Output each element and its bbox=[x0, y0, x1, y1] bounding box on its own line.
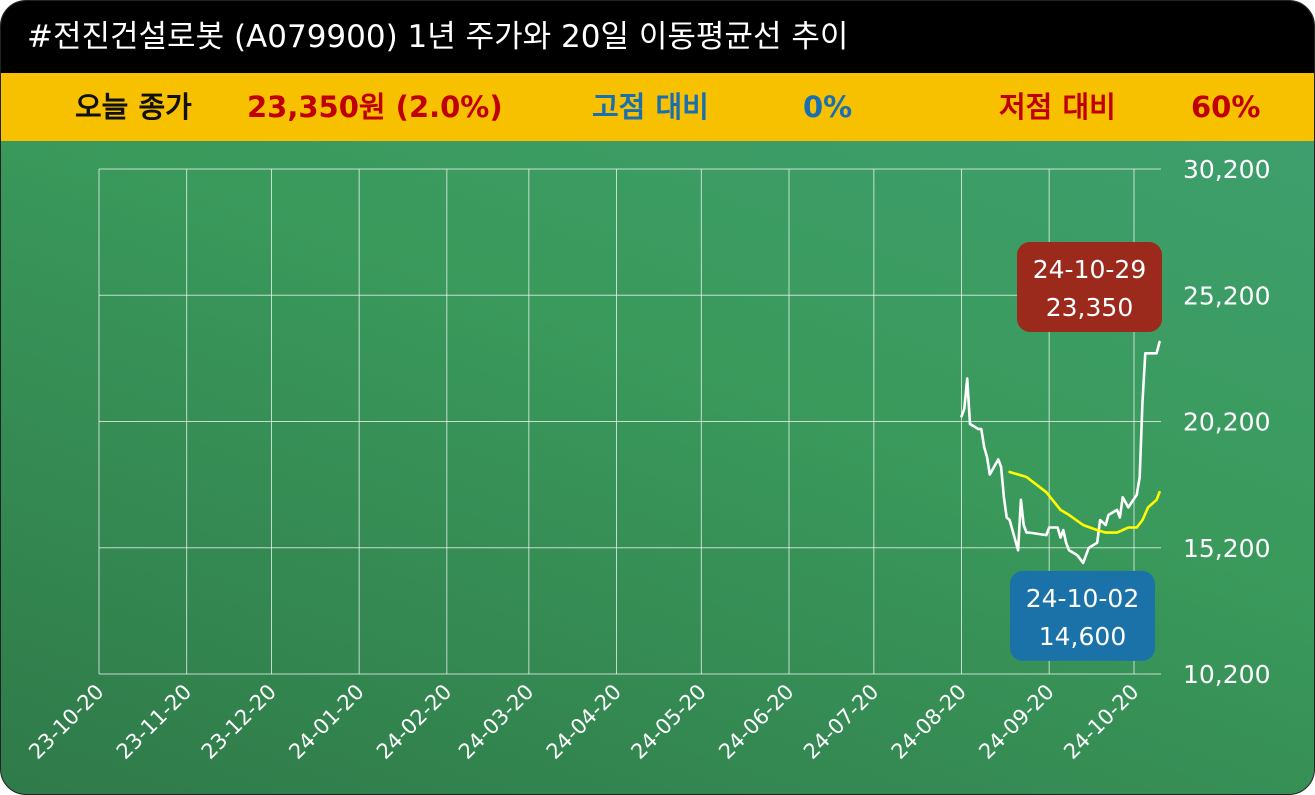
high-callout-value: 23,350 bbox=[1046, 293, 1133, 322]
low-label: 저점 대비 bbox=[999, 90, 1116, 124]
x-tick-label: 24-02-20 bbox=[372, 680, 456, 764]
moving-average-line bbox=[1008, 470, 1161, 534]
y-tick-label: 15,200 bbox=[1183, 534, 1270, 563]
high-label: 고점 대비 bbox=[592, 90, 709, 124]
x-tick-label: 23-12-20 bbox=[197, 680, 281, 764]
close-value: 23,350원 (2.0%) bbox=[247, 90, 503, 124]
y-tick-label: 30,200 bbox=[1183, 155, 1270, 184]
x-tick-label: 24-05-20 bbox=[626, 680, 710, 764]
low-callout-date: 24-10-02 bbox=[1026, 584, 1139, 613]
summary-bar: 오늘 종가 23,350원 (2.0%) 고점 대비 0% 저점 대비 60% bbox=[1, 73, 1314, 141]
series-layer bbox=[960, 340, 1161, 565]
x-tick-label: 24-01-20 bbox=[284, 680, 368, 764]
x-tick-label: 23-11-20 bbox=[112, 680, 196, 764]
x-tick-label: 24-08-20 bbox=[887, 680, 971, 764]
x-tick-label: 24-03-20 bbox=[454, 680, 538, 764]
x-tick-label: 24-09-20 bbox=[974, 680, 1058, 764]
y-tick-label: 25,200 bbox=[1183, 281, 1270, 310]
low-callout-box bbox=[1010, 570, 1155, 661]
x-tick-label: 23-10-20 bbox=[24, 680, 108, 764]
high-callout-box bbox=[1017, 241, 1162, 332]
y-axis-ticks: 10,200 15,200 20,200 25,200 30,200 bbox=[1183, 155, 1270, 689]
low-callout: 24-10-02 14,600 bbox=[1010, 570, 1155, 661]
high-callout-date: 24-10-29 bbox=[1033, 255, 1146, 284]
x-tick-label: 24-10-20 bbox=[1059, 680, 1143, 764]
callouts: 24-10-29 23,350 24-10-02 14,600 bbox=[1010, 241, 1162, 661]
close-label: 오늘 종가 bbox=[75, 90, 192, 124]
price-line bbox=[960, 340, 1161, 565]
y-tick-label: 20,200 bbox=[1183, 408, 1270, 437]
x-tick-label: 24-04-20 bbox=[542, 680, 626, 764]
low-value: 60% bbox=[1191, 90, 1261, 124]
x-tick-label: 24-07-20 bbox=[799, 680, 883, 764]
chart-title: #전진건설로봇 (A079900) 1년 주가와 20일 이동평균선 추이 bbox=[27, 19, 849, 55]
y-tick-label: 10,200 bbox=[1183, 660, 1270, 689]
low-callout-value: 14,600 bbox=[1039, 622, 1126, 651]
high-value: 0% bbox=[803, 90, 853, 124]
title-bar: #전진건설로봇 (A079900) 1년 주가와 20일 이동평균선 추이 bbox=[1, 1, 1314, 73]
x-axis-ticks: 23-10-20 23-11-20 23-12-20 24-01-20 24-02-20… bbox=[24, 680, 1143, 764]
high-callout: 24-10-29 23,350 bbox=[1017, 241, 1162, 332]
grid bbox=[98, 168, 1161, 675]
x-tick-label: 24-06-20 bbox=[714, 680, 798, 764]
